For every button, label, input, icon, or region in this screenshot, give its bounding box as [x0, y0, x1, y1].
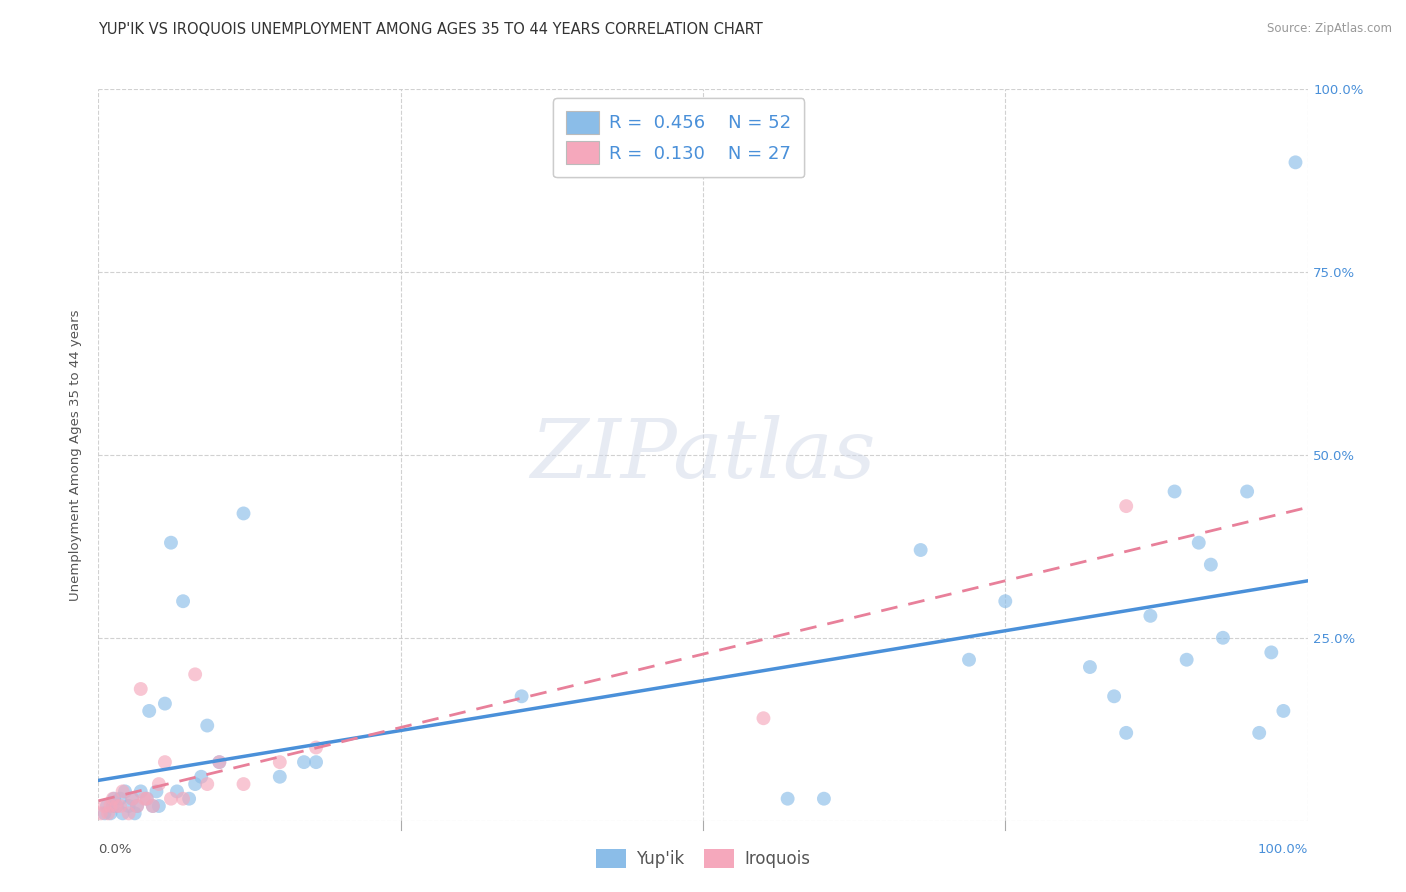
Point [166, 784, 188, 798]
Point [752, 711, 775, 725]
Text: 100.0%: 100.0% [1257, 843, 1308, 856]
Point [138, 704, 160, 718]
Point [135, 791, 157, 805]
Point [184, 667, 207, 681]
Y-axis label: Unemployment Among Ages 35 to 44 years: Unemployment Among Ages 35 to 44 years [69, 310, 83, 600]
Point [292, 755, 315, 769]
Point [111, 784, 134, 798]
Point [153, 755, 176, 769]
Point [1272, 704, 1295, 718]
Point [172, 791, 194, 805]
Point [118, 799, 141, 814]
Point [105, 799, 128, 814]
Point [145, 784, 167, 798]
Point [121, 791, 143, 805]
Point [127, 799, 149, 814]
Point [101, 799, 124, 814]
Point [134, 791, 156, 805]
Legend: R =  0.456    N = 52, R =  0.130    N = 27: R = 0.456 N = 52, R = 0.130 N = 27 [554, 98, 804, 178]
Text: ZIPatlas: ZIPatlas [530, 415, 876, 495]
Point [108, 791, 131, 805]
Point [111, 806, 134, 821]
Point [100, 806, 122, 821]
Point [96, 799, 118, 814]
Point [195, 777, 218, 791]
Point [510, 690, 533, 704]
Point [127, 799, 149, 814]
Point [160, 535, 183, 549]
Point [305, 740, 328, 755]
Point [93, 806, 115, 821]
Point [129, 681, 152, 696]
Point [1115, 726, 1137, 740]
Point [184, 777, 207, 791]
Point [118, 806, 141, 821]
Text: 0.0%: 0.0% [98, 843, 132, 856]
Point [208, 755, 231, 769]
Point [232, 507, 254, 521]
Point [269, 770, 291, 784]
Point [1078, 660, 1101, 674]
Point [957, 653, 980, 667]
Point [179, 791, 201, 805]
Text: YUP'IK VS IROQUOIS UNEMPLOYMENT AMONG AGES 35 TO 44 YEARS CORRELATION CHART: YUP'IK VS IROQUOIS UNEMPLOYMENT AMONG AG… [98, 22, 763, 37]
Point [142, 799, 165, 814]
Point [90, 806, 112, 821]
Point [108, 799, 131, 814]
Point [121, 791, 143, 805]
Point [1260, 645, 1282, 659]
Point [1199, 558, 1222, 572]
Point [232, 777, 254, 791]
Point [153, 697, 176, 711]
Text: Source: ZipAtlas.com: Source: ZipAtlas.com [1267, 22, 1392, 36]
Point [101, 791, 124, 805]
Point [1188, 535, 1211, 549]
Point [100, 799, 122, 814]
Point [160, 791, 183, 805]
Point [114, 784, 136, 798]
Point [1175, 653, 1198, 667]
Point [135, 791, 157, 805]
Point [1102, 690, 1125, 704]
Point [305, 755, 328, 769]
Point [776, 791, 799, 805]
Point [195, 718, 218, 732]
Point [1163, 484, 1185, 499]
Point [105, 799, 128, 814]
Point [93, 799, 115, 814]
Point [148, 799, 170, 814]
Point [1139, 608, 1161, 623]
Point [1212, 631, 1234, 645]
Point [813, 791, 835, 805]
Point [1249, 726, 1271, 740]
Point [994, 594, 1017, 608]
Point [124, 806, 146, 821]
Point [1236, 484, 1258, 499]
Point [103, 791, 125, 805]
Point [97, 806, 120, 821]
Legend: Yup'ik, Iroquois: Yup'ik, Iroquois [589, 842, 817, 875]
Point [208, 755, 231, 769]
Point [269, 755, 291, 769]
Point [910, 543, 932, 558]
Point [172, 594, 194, 608]
Point [129, 784, 152, 798]
Point [148, 777, 170, 791]
Point [190, 770, 212, 784]
Point [1284, 155, 1306, 169]
Point [142, 799, 165, 814]
Point [1115, 499, 1137, 513]
